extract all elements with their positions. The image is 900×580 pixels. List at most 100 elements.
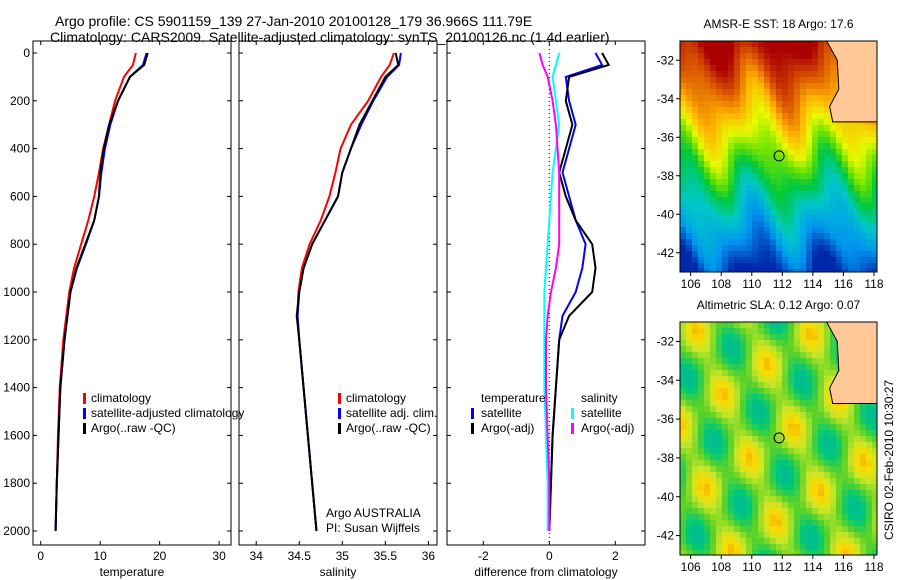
map-cell <box>746 215 752 221</box>
map-cell <box>836 263 842 269</box>
map-cell <box>752 430 758 436</box>
map-cell <box>788 131 794 137</box>
map-cell <box>704 173 710 179</box>
map-cell <box>692 65 698 71</box>
map-cell <box>860 412 866 418</box>
map-cell <box>710 454 716 460</box>
map-cell <box>686 179 692 185</box>
map-cell <box>806 173 812 179</box>
map-cell <box>836 406 842 412</box>
map-cell <box>788 430 794 436</box>
map-cell <box>698 191 704 197</box>
map-cell <box>710 322 716 328</box>
map-cell <box>692 203 698 209</box>
map-cell <box>680 215 686 221</box>
map-cell <box>680 520 686 526</box>
map-cell <box>800 322 806 328</box>
map-cell <box>872 173 877 179</box>
map-cell <box>764 466 770 472</box>
map-cell <box>818 41 824 47</box>
map-cell <box>680 137 686 143</box>
map-cell <box>770 394 776 400</box>
map-cell <box>866 544 872 550</box>
map-cell <box>764 65 770 71</box>
map-cell <box>716 340 722 346</box>
map-cell <box>806 352 812 358</box>
map-cell <box>836 191 842 197</box>
map-cell <box>698 263 704 269</box>
series-line-salinity-argo-adj- <box>538 52 561 531</box>
map-cell <box>746 520 752 526</box>
map-cell <box>770 155 776 161</box>
map-cell <box>722 472 728 478</box>
map-cell <box>782 161 788 167</box>
map-cell <box>770 131 776 137</box>
map-cell <box>698 460 704 466</box>
legend-label: Argo(..raw -QC) <box>91 421 176 435</box>
map-cell <box>728 472 734 478</box>
map-cell <box>818 460 824 466</box>
map-cell <box>734 364 740 370</box>
map-cell <box>872 484 877 490</box>
map-cell <box>752 544 758 550</box>
legend-swatch <box>571 408 574 419</box>
map-cell <box>752 227 758 233</box>
map-cell <box>746 496 752 502</box>
map-cell <box>842 478 848 484</box>
map-cell <box>722 197 728 203</box>
map-cell <box>692 376 698 382</box>
map-cell <box>680 125 686 131</box>
map-cell <box>710 161 716 167</box>
map-cell <box>854 245 860 251</box>
map-cell <box>872 143 877 149</box>
map-cell <box>704 334 710 340</box>
map-cell <box>866 227 872 233</box>
map-cell <box>824 328 830 334</box>
map-cell <box>734 340 740 346</box>
map-cell <box>848 508 854 514</box>
map-cell <box>800 269 806 272</box>
map-cell <box>680 161 686 167</box>
map-cell <box>842 436 848 442</box>
map-cell <box>776 95 782 101</box>
map-cell <box>830 412 836 418</box>
map-cell <box>794 544 800 550</box>
map-cell <box>818 59 824 65</box>
map-cell <box>728 526 734 532</box>
map-cell <box>746 532 752 538</box>
map-cell <box>866 412 872 418</box>
map-cell <box>830 131 836 137</box>
map-cell <box>848 233 854 239</box>
map-cell <box>872 167 877 173</box>
map-cell <box>704 358 710 364</box>
map-cell <box>758 478 764 484</box>
map-cell <box>728 71 734 77</box>
map-cell <box>788 478 794 484</box>
map-cell <box>734 508 740 514</box>
map-cell <box>746 370 752 376</box>
map-cell <box>836 550 842 555</box>
map-cell <box>818 173 824 179</box>
map-cell <box>686 71 692 77</box>
map-cell <box>860 227 866 233</box>
map-cell <box>746 143 752 149</box>
map-cell <box>704 215 710 221</box>
map-cell <box>860 239 866 245</box>
map-cell <box>842 161 848 167</box>
map-cell <box>776 191 782 197</box>
map-cell <box>764 532 770 538</box>
y-tick-label: 1000 <box>3 285 30 299</box>
map-cell <box>770 209 776 215</box>
map-cell <box>758 394 764 400</box>
map-cell <box>704 346 710 352</box>
map-x-tick-label: 116 <box>834 560 853 574</box>
map-cell <box>764 263 770 269</box>
figure-title-line2: Climatology: CARS2009. Satellite-adjuste… <box>50 29 610 45</box>
map-cell <box>812 179 818 185</box>
map-cell <box>818 550 824 555</box>
map-cell <box>824 191 830 197</box>
map-cell <box>830 221 836 227</box>
map-cell <box>752 119 758 125</box>
map-cell <box>698 406 704 412</box>
